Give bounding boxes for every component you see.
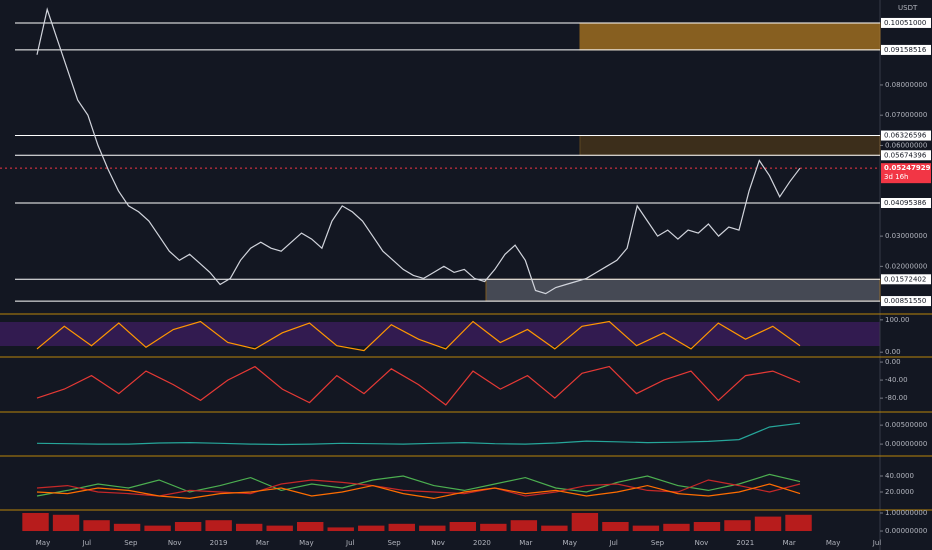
bar (144, 525, 171, 532)
bar (235, 523, 263, 532)
level-label: 0.06326596 (884, 132, 927, 140)
zone (579, 22, 881, 51)
series-line (36, 320, 801, 352)
bar (663, 523, 690, 532)
last-price-label: 0.05247929 (884, 164, 931, 172)
y-tick-label: 0.00500000 (885, 421, 927, 429)
x-tick-label: May (826, 539, 840, 547)
zone (485, 278, 881, 302)
bar (510, 520, 538, 532)
y-tick-label: 1.00000000 (885, 509, 927, 517)
x-tick-label: Sep (124, 539, 138, 547)
bar (113, 523, 141, 532)
bar (266, 525, 293, 532)
x-tick-label: Nov (695, 539, 709, 547)
y-tick-label: 0.00 (885, 348, 901, 356)
last-price-box (881, 163, 931, 184)
x-tick-label: Jul (345, 539, 355, 547)
y-tick-label: 0.06000000 (885, 141, 927, 149)
x-tick-label: May (562, 539, 576, 547)
level-label: 0.00851550 (884, 297, 926, 305)
y-tick-label: 20.0000 (885, 488, 914, 496)
bar (693, 522, 721, 532)
series-line (36, 422, 801, 446)
bar (541, 525, 568, 532)
level-label-box (881, 150, 931, 161)
bar (388, 523, 415, 532)
x-tick-label: Mar (519, 539, 532, 547)
zone (579, 135, 881, 156)
bar (419, 525, 446, 532)
bar (480, 523, 507, 532)
x-tick-label: Nov (431, 539, 445, 547)
level-label-box (881, 130, 931, 141)
x-tick-label: Sep (651, 539, 665, 547)
y-tick-label: 0.03000000 (885, 232, 927, 240)
series-line (36, 483, 801, 500)
level-label: 0.09158516 (884, 46, 927, 54)
y-tick-label: 0.08000000 (885, 81, 927, 89)
bar (22, 512, 49, 532)
y-tick-label: 100.00 (885, 316, 910, 324)
countdown: 3d 16h (884, 173, 908, 181)
series-line (36, 365, 801, 406)
level-label: 0.10051000 (884, 19, 926, 27)
bar (449, 522, 477, 532)
y-tick-label: 0.07000000 (885, 111, 927, 119)
series-line (36, 7, 801, 295)
bar (632, 525, 660, 532)
y-tick-label: 0.00 (885, 358, 901, 366)
bar (52, 514, 80, 532)
x-tick-label: May (36, 539, 50, 547)
x-tick-label: Sep (388, 539, 402, 547)
currency: USDT (898, 4, 918, 12)
y-tick-label: -40.00 (885, 376, 908, 384)
level-label-box (881, 197, 931, 208)
bar (724, 520, 751, 532)
y-tick-label: 0.00000000 (885, 527, 927, 535)
x-tick-label: 2019 (210, 539, 228, 547)
x-tick-label: Mar (783, 539, 796, 547)
bar (571, 512, 599, 532)
level-label-box (881, 44, 931, 55)
level-label-box (881, 274, 931, 285)
x-tick-label: 2021 (736, 539, 754, 547)
bar (83, 520, 110, 532)
bar (174, 522, 202, 532)
level-label: 0.05674396 (884, 151, 927, 159)
y-tick-label: -80.00 (885, 394, 908, 402)
series-line (36, 473, 801, 497)
bar (205, 520, 232, 532)
y-tick-label: 0.00000000 (885, 440, 927, 448)
level-label: 0.01572402 (884, 275, 926, 283)
bar (754, 516, 782, 532)
x-tick-label: Jul (872, 539, 882, 547)
level-label: 0.04095386 (884, 199, 927, 207)
bar (785, 514, 812, 532)
stoch-band (0, 322, 880, 346)
x-tick-label: Jul (82, 539, 92, 547)
level-label-box (881, 17, 931, 28)
y-tick-label: 0.02000000 (885, 262, 927, 270)
bar (327, 527, 354, 532)
x-tick-label: Jul (608, 539, 618, 547)
level-label-box (881, 296, 931, 307)
bar (358, 525, 385, 532)
x-tick-label: May (299, 539, 313, 547)
x-tick-label: Nov (168, 539, 182, 547)
bar (602, 522, 629, 532)
y-tick-label: 40.0000 (885, 472, 914, 480)
x-tick-label: 2020 (473, 539, 491, 547)
x-tick-label: Mar (256, 539, 269, 547)
bar (297, 522, 324, 532)
